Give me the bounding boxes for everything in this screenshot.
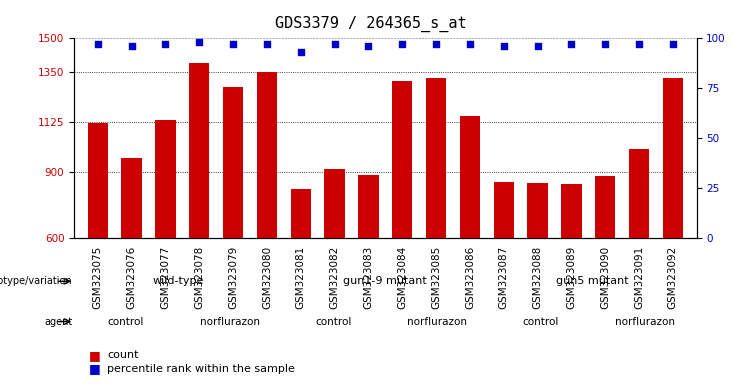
Bar bbox=[459, 116, 480, 238]
Text: ■: ■ bbox=[89, 349, 101, 362]
Bar bbox=[595, 176, 615, 238]
Text: agent: agent bbox=[44, 316, 73, 327]
Text: control: control bbox=[522, 316, 559, 327]
Bar bbox=[426, 78, 446, 238]
Bar bbox=[561, 184, 582, 238]
Point bbox=[565, 41, 577, 48]
Point bbox=[498, 43, 510, 50]
Point bbox=[464, 41, 476, 48]
Text: gun1-9 mutant: gun1-9 mutant bbox=[343, 276, 428, 286]
Bar bbox=[325, 169, 345, 238]
Bar bbox=[290, 189, 311, 238]
Bar bbox=[189, 63, 210, 238]
Bar bbox=[392, 81, 413, 238]
Point bbox=[430, 41, 442, 48]
Text: control: control bbox=[315, 316, 352, 327]
Point bbox=[362, 43, 374, 50]
Bar bbox=[494, 182, 514, 238]
Text: wild-type: wild-type bbox=[152, 276, 204, 286]
Point bbox=[531, 43, 543, 50]
Bar bbox=[87, 123, 108, 238]
Bar bbox=[528, 183, 548, 238]
Text: gun5 mutant: gun5 mutant bbox=[556, 276, 629, 286]
Point bbox=[633, 41, 645, 48]
Point bbox=[667, 41, 679, 48]
Point bbox=[329, 41, 341, 48]
Point bbox=[159, 41, 171, 48]
Point bbox=[227, 41, 239, 48]
Bar bbox=[257, 72, 277, 238]
Point bbox=[599, 41, 611, 48]
Text: ■: ■ bbox=[89, 362, 101, 375]
Bar bbox=[122, 158, 142, 238]
Point bbox=[295, 49, 307, 55]
Text: norflurazon: norflurazon bbox=[615, 316, 674, 327]
Text: norflurazon: norflurazon bbox=[408, 316, 467, 327]
Point bbox=[396, 41, 408, 48]
Point bbox=[92, 41, 104, 48]
Bar bbox=[156, 121, 176, 238]
Bar bbox=[662, 78, 683, 238]
Point bbox=[126, 43, 138, 50]
Bar bbox=[223, 87, 243, 238]
Text: genotype/variation: genotype/variation bbox=[0, 276, 73, 286]
Bar bbox=[358, 175, 379, 238]
Text: GDS3379 / 264365_s_at: GDS3379 / 264365_s_at bbox=[275, 15, 466, 31]
Text: percentile rank within the sample: percentile rank within the sample bbox=[107, 364, 296, 374]
Point bbox=[261, 41, 273, 48]
Bar bbox=[629, 149, 649, 238]
Text: control: control bbox=[107, 316, 144, 327]
Text: count: count bbox=[107, 350, 139, 360]
Text: norflurazon: norflurazon bbox=[200, 316, 259, 327]
Point bbox=[193, 39, 205, 45]
